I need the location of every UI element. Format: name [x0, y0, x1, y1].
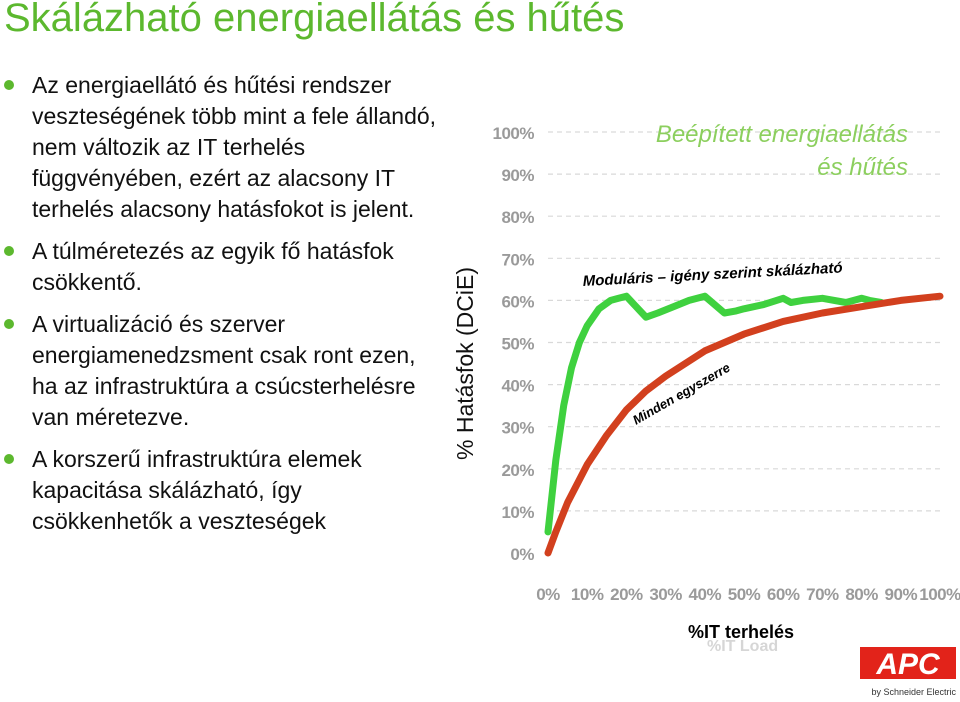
annotation-modular: Moduláris – igény szerint skálázható — [582, 259, 843, 290]
bullet-text: A virtualizáció és szerver energiamenedz… — [32, 311, 416, 430]
y-tick-label: 70% — [501, 250, 534, 269]
x-tick-label: 10% — [571, 585, 604, 604]
efficiency-chart: 0%10%20%30%40%50%60%70%80%90%100%0% 10% 20… — [493, 121, 960, 604]
x-tick-label: 30% — [649, 585, 682, 604]
y-axis-title: % Hatásfok (DCiE) — [452, 267, 478, 460]
bullet-text: Az energiaellátó és hűtési rendszer vesz… — [32, 72, 437, 222]
bullet-list: Az energiaellátó és hűtési rendszer vesz… — [4, 70, 444, 548]
y-tick-label: 20% — [501, 461, 534, 480]
series-line-all-at-once — [544, 292, 944, 557]
x-tick-label: 60% — [767, 585, 800, 604]
x-axis-title-ghost: %IT Load — [707, 638, 779, 655]
bullet-dot-icon — [4, 319, 14, 329]
bullet-dot-icon — [4, 246, 14, 256]
series-line-modular — [544, 292, 885, 536]
apc-logo-text: APC — [875, 648, 941, 681]
x-tick-label: 80% — [845, 585, 878, 604]
apc-logo-mark — [860, 647, 956, 679]
x-tick-label: 90% — [885, 585, 918, 604]
bullet-text: A túlméretezés az egyik fő hatásfok csök… — [32, 238, 394, 295]
y-tick-label: 80% — [501, 208, 534, 227]
x-tick-label: 100% — [919, 585, 960, 604]
y-tick-label: 40% — [501, 377, 534, 396]
annotation-top-line-2: és hűtés — [817, 154, 908, 181]
bullet-text: A korszerű infrastruktúra elemek kapacit… — [32, 446, 362, 534]
x-tick-label: 0% — [536, 585, 560, 604]
apc-logo-tagline: by Schneider Electric — [871, 687, 956, 697]
apc-logo: APC by Schneider Electric — [860, 647, 956, 697]
y-tick-label: 10% — [501, 503, 534, 522]
bullet-item: A virtualizáció és szerver energiamenedz… — [4, 309, 444, 433]
y-tick-label: 50% — [501, 335, 534, 354]
bullet-dot-icon — [4, 80, 14, 90]
y-tick-label: 90% — [501, 166, 534, 185]
bullet-item: A korszerű infrastruktúra elemek kapacit… — [4, 444, 444, 537]
y-tick-label: 30% — [501, 419, 534, 438]
y-tick-label: 60% — [501, 292, 534, 311]
x-tick-label: 70% — [806, 585, 839, 604]
bullet-item: A túlméretezés az egyik fő hatásfok csök… — [4, 236, 444, 298]
y-tick-label: 100% — [493, 124, 535, 143]
bullet-item: Az energiaellátó és hűtési rendszer vesz… — [4, 70, 444, 225]
x-tick-label: 20% — [610, 585, 643, 604]
x-tick-label: 40% — [689, 585, 722, 604]
bullet-dot-icon — [4, 454, 14, 464]
y-tick-label: 0% — [510, 545, 534, 564]
x-tick-label: 50% — [728, 585, 761, 604]
x-axis-title: %IT terhelés — [688, 622, 795, 642]
annotation-top-line-1: Beépített energiaellátás — [656, 121, 908, 148]
slide-title: Skálázható energiaellátás és hűtés — [4, 0, 625, 40]
